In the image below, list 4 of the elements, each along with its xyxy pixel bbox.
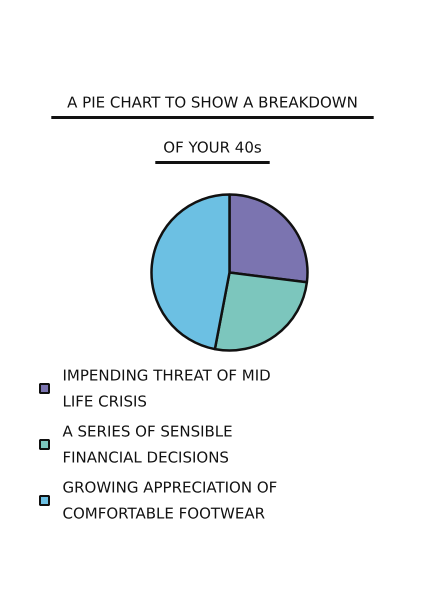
legend-label: GROWING APPRECIATION OF COMFORTABLE FOOTWEAR bbox=[62, 478, 278, 523]
chart-title: A PIE CHART TO SHOW A BREAKDOWN OF YOUR 40s bbox=[67, 94, 358, 156]
legend-label: A SERIES OF SENSIBLE FINANCIAL DECISIONS bbox=[62, 422, 233, 467]
legend-label: IMPENDING THREAT OF MID LIFE CRISIS bbox=[62, 366, 271, 411]
